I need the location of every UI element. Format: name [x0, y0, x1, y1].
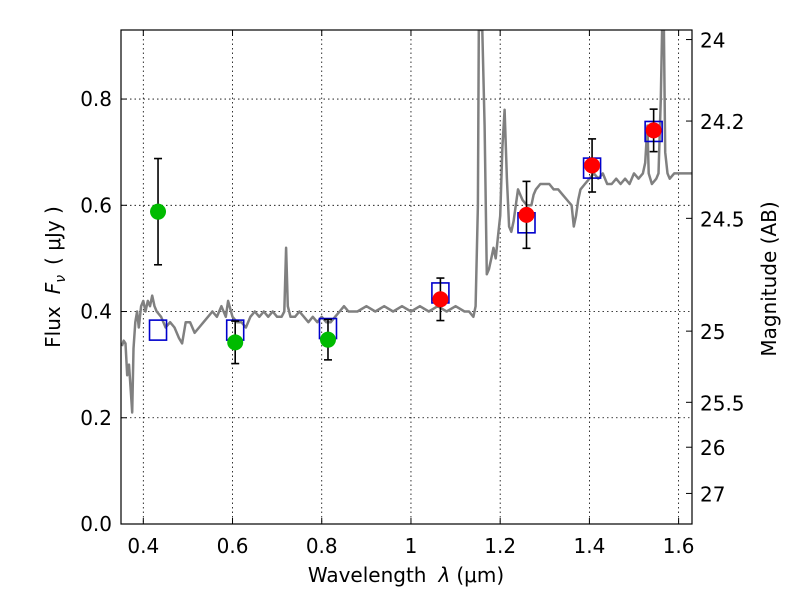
spectrum-layer — [121, 30, 692, 414]
x-tick-label: 1.4 — [573, 534, 605, 558]
y-axis-label: FluxFν( μJy ) — [41, 206, 69, 348]
y-tick-label: 0.8 — [80, 87, 112, 111]
right-tick-label: 25.5 — [700, 391, 745, 415]
observed-point — [645, 122, 662, 139]
observed-point — [432, 291, 449, 308]
x-tick-label: 0.8 — [306, 534, 338, 558]
model-square — [148, 319, 168, 341]
x-tick-labels: 0.4 0.6 0.8 1 1.2 1.4 1.6 — [127, 534, 694, 558]
x-tick-label: 0.4 — [127, 534, 159, 558]
plot-frame — [120, 29, 693, 525]
x-tick-label: 1 — [405, 534, 418, 558]
right-tick-label: 24 — [700, 29, 725, 53]
y-tick-label: 0.4 — [80, 300, 112, 324]
right-tick-label: 25 — [700, 320, 725, 344]
y-tick-label: 0.0 — [80, 512, 112, 536]
right-tick-label: 27 — [700, 482, 725, 506]
x-tick-label: 1.2 — [484, 534, 516, 558]
axis-ticks — [121, 30, 692, 525]
x-tick-label: 0.6 — [217, 534, 249, 558]
observed-point — [518, 206, 535, 223]
y-tick-label: 0.6 — [80, 193, 112, 217]
y-tick-label: 0.2 — [80, 406, 112, 430]
right-tick-labels: 24 24.2 24.5 25 25.5 26 27 — [700, 29, 745, 507]
x-tick-label: 1.6 — [663, 534, 695, 558]
right-tick-label: 24.5 — [700, 207, 745, 231]
x-axis-label: Wavelength λ (μm) — [308, 563, 504, 587]
observed-point — [150, 203, 167, 220]
observed-point — [584, 157, 601, 174]
observed-point — [227, 334, 244, 351]
right-axis-label: Magnitude (AB) — [757, 201, 781, 356]
spectrum-line — [121, 30, 692, 414]
grid-lines — [121, 30, 692, 524]
right-tick-label: 24.2 — [700, 110, 745, 134]
right-tick-label: 26 — [700, 436, 725, 460]
y-tick-labels: 0.0 0.2 0.4 0.6 0.8 — [80, 87, 112, 536]
observed-point — [319, 331, 336, 348]
observed-points — [150, 108, 662, 365]
